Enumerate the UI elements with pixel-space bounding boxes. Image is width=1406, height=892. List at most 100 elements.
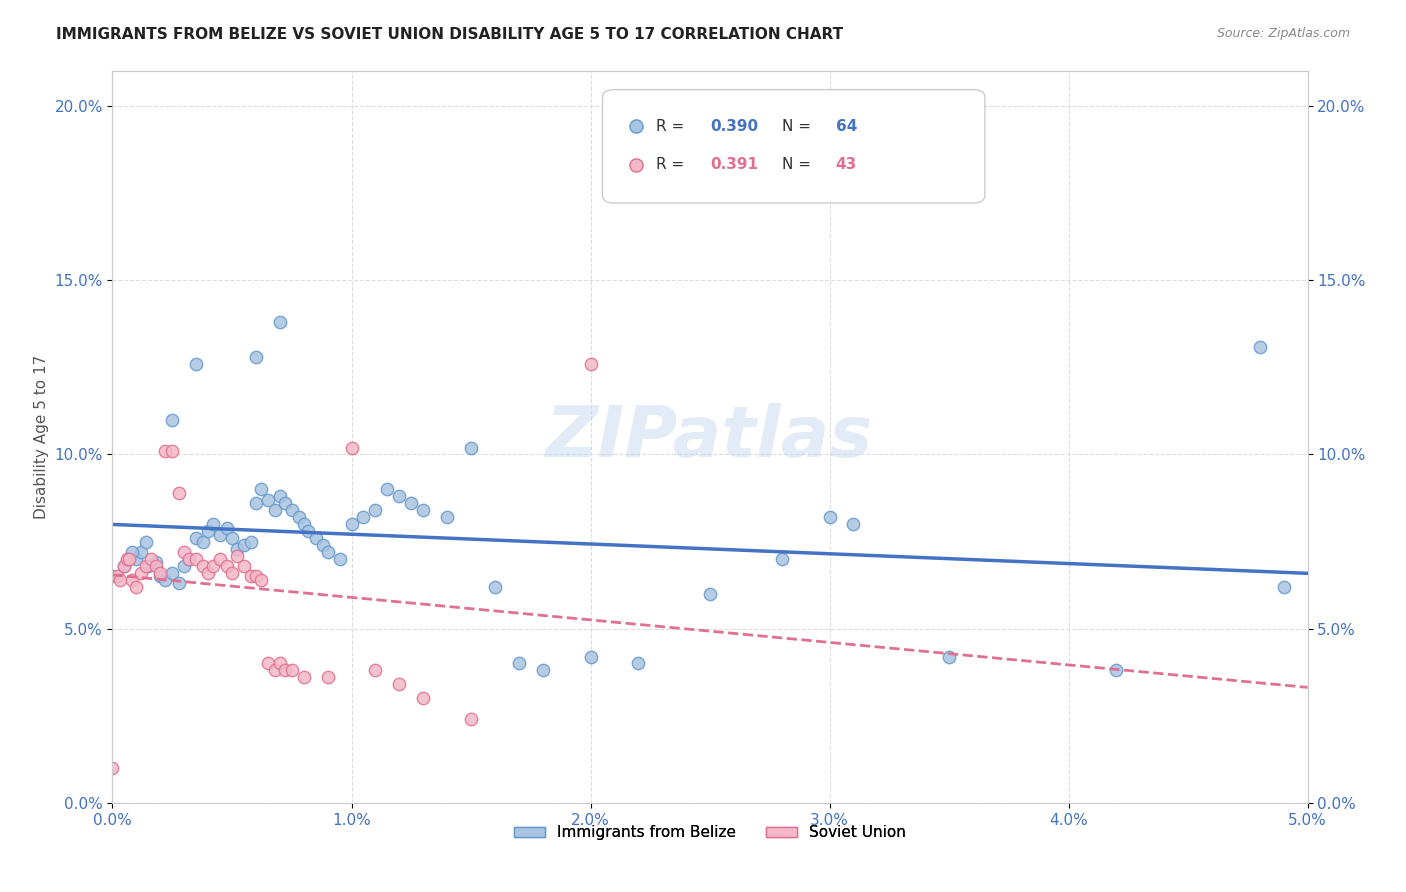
Point xyxy=(316,670,339,684)
Point xyxy=(186,357,208,371)
Point xyxy=(153,444,176,458)
Point xyxy=(281,503,304,517)
Point xyxy=(135,558,157,573)
Point xyxy=(484,580,506,594)
Point xyxy=(105,569,128,583)
Point xyxy=(842,517,865,532)
Point xyxy=(209,552,232,566)
Point xyxy=(149,566,172,580)
FancyBboxPatch shape xyxy=(603,90,986,203)
Point xyxy=(217,521,239,535)
Point xyxy=(1249,339,1271,353)
Point xyxy=(627,657,650,671)
Point xyxy=(770,552,793,566)
Point xyxy=(125,552,148,566)
Point xyxy=(209,527,232,541)
Point xyxy=(579,357,602,371)
Point xyxy=(436,510,458,524)
Point xyxy=(377,483,399,497)
Point xyxy=(197,566,219,580)
Point xyxy=(162,444,183,458)
Point xyxy=(217,558,239,573)
Point xyxy=(129,545,152,559)
Point xyxy=(340,517,363,532)
Point xyxy=(135,534,157,549)
Point xyxy=(149,569,172,583)
Point xyxy=(186,552,208,566)
Point xyxy=(169,485,191,500)
Point xyxy=(281,664,304,678)
Point xyxy=(531,664,554,678)
Point xyxy=(364,503,387,517)
Point xyxy=(197,524,219,538)
Point xyxy=(316,545,339,559)
Point xyxy=(508,657,530,671)
Point xyxy=(153,573,176,587)
Point xyxy=(245,350,267,364)
Point xyxy=(240,534,263,549)
Point xyxy=(173,545,195,559)
Point xyxy=(297,524,319,538)
Text: R =: R = xyxy=(657,158,689,172)
Point xyxy=(312,538,335,552)
Point xyxy=(145,558,167,573)
Point xyxy=(340,441,363,455)
Point xyxy=(364,664,387,678)
Point xyxy=(201,517,224,532)
Point xyxy=(114,558,135,573)
Point xyxy=(177,552,200,566)
Point xyxy=(257,657,280,671)
Point xyxy=(579,649,602,664)
Text: ZIPatlas: ZIPatlas xyxy=(547,402,873,472)
Point xyxy=(353,510,375,524)
Point xyxy=(201,558,224,573)
Point xyxy=(162,566,183,580)
Text: 64: 64 xyxy=(835,119,856,134)
Point xyxy=(129,566,152,580)
Point xyxy=(249,483,271,497)
Text: 0.390: 0.390 xyxy=(710,119,758,134)
Point xyxy=(249,573,271,587)
Point xyxy=(101,761,124,775)
Point xyxy=(269,657,291,671)
Point xyxy=(225,549,247,563)
Point xyxy=(139,552,162,566)
Point xyxy=(273,496,295,510)
Point xyxy=(273,664,295,678)
Point xyxy=(173,558,195,573)
Point xyxy=(388,677,411,691)
Point xyxy=(269,489,291,503)
Point xyxy=(1272,580,1295,594)
Point xyxy=(177,552,200,566)
Point xyxy=(121,545,143,559)
Point xyxy=(245,569,267,583)
Point xyxy=(186,531,208,545)
Point xyxy=(193,534,215,549)
Y-axis label: Disability Age 5 to 17: Disability Age 5 to 17 xyxy=(34,355,49,519)
Point xyxy=(108,573,131,587)
Point xyxy=(292,670,315,684)
Point xyxy=(101,569,124,583)
Point xyxy=(125,580,148,594)
Point xyxy=(115,552,138,566)
Point xyxy=(264,664,287,678)
Point xyxy=(233,558,256,573)
Point xyxy=(460,441,482,455)
Point xyxy=(245,496,267,510)
Point xyxy=(1105,664,1128,678)
Point xyxy=(169,576,191,591)
Legend: Immigrants from Belize, Soviet Union: Immigrants from Belize, Soviet Union xyxy=(508,819,912,847)
Point xyxy=(121,573,143,587)
Point xyxy=(388,489,411,503)
Point xyxy=(162,412,183,426)
Text: Source: ZipAtlas.com: Source: ZipAtlas.com xyxy=(1216,27,1350,40)
Text: IMMIGRANTS FROM BELIZE VS SOVIET UNION DISABILITY AGE 5 TO 17 CORRELATION CHART: IMMIGRANTS FROM BELIZE VS SOVIET UNION D… xyxy=(56,27,844,42)
Point xyxy=(938,649,960,664)
Point xyxy=(269,315,291,329)
Point xyxy=(193,558,215,573)
Point xyxy=(288,510,311,524)
Point xyxy=(412,503,434,517)
Point xyxy=(114,558,135,573)
Point xyxy=(264,503,287,517)
Point xyxy=(401,496,423,510)
